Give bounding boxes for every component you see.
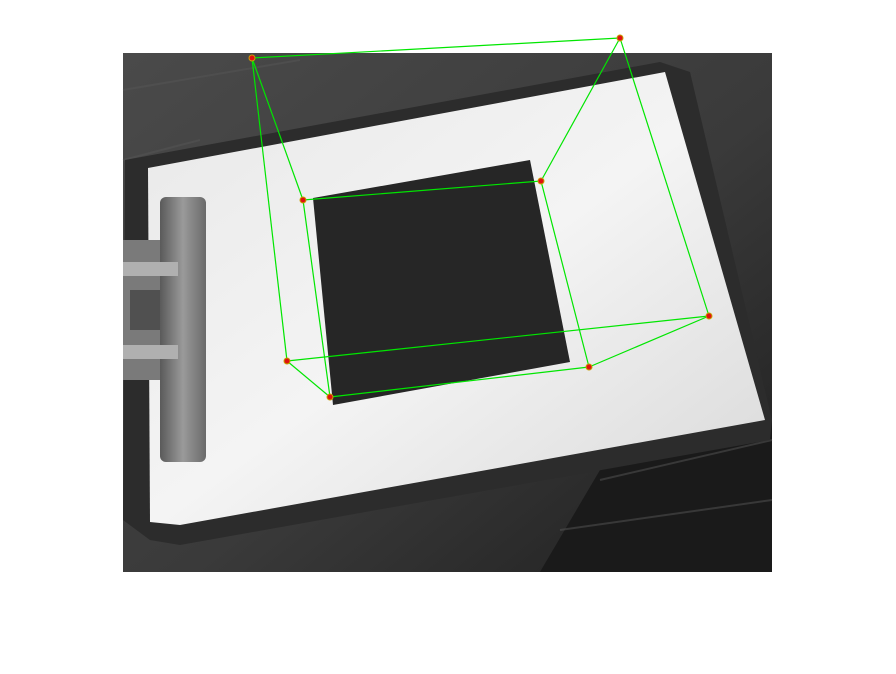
cube-edge — [588, 315, 710, 368]
cube-edge — [286, 360, 331, 398]
cube-vertex-marker — [616, 34, 624, 42]
cube-vertex-marker — [705, 312, 713, 320]
cube-edge — [329, 366, 590, 398]
cube-edge — [251, 37, 621, 59]
binder-clip — [123, 197, 206, 462]
cube-vertex-marker — [537, 177, 545, 185]
cube-edge — [540, 180, 590, 368]
cube-overlay — [248, 34, 713, 401]
cube-edge — [302, 180, 542, 201]
table-shadow — [540, 420, 772, 572]
cube-edge — [302, 199, 331, 398]
cube-edge — [619, 37, 710, 317]
cube-vertex-marker — [585, 363, 593, 371]
wood-grain — [122, 59, 773, 531]
cube-edge — [286, 315, 710, 362]
cube-vertex-marker — [248, 54, 256, 62]
cube-vertex-marker — [299, 196, 307, 204]
photo — [122, 53, 773, 572]
black-square — [313, 160, 570, 405]
cube-edge — [251, 57, 304, 201]
cube-vertex-marker — [283, 357, 291, 365]
cube-edge — [540, 37, 621, 182]
cube-vertex-marker — [326, 393, 334, 401]
cube-edge — [251, 57, 288, 362]
